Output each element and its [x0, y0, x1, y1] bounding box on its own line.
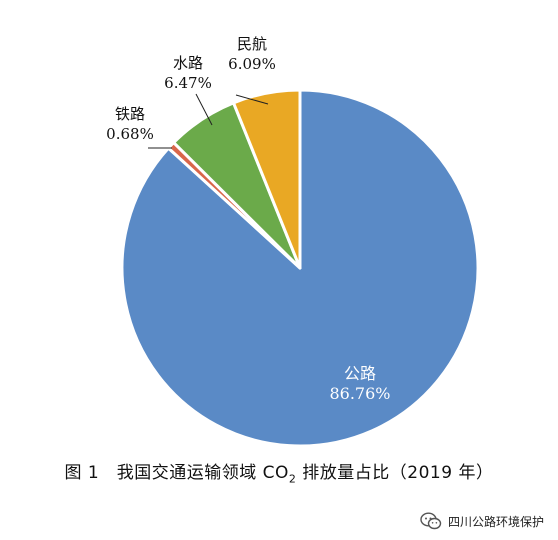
caption-suffix: 排放量占比（2019 年） [296, 463, 494, 483]
figure-caption: 图 1 我国交通运输领域 CO2 排放量占比（2019 年） [0, 458, 558, 485]
slice-label-value-4: 6.09% [228, 55, 276, 73]
pie-slices [120, 88, 480, 448]
caption-prefix: 图 1 我国交通运输领域 CO [64, 463, 289, 483]
slice-label-value-3: 6.47% [164, 74, 212, 92]
slice-label-name-1: 公路 [344, 364, 376, 383]
slice-label-name-3: 水路 [173, 54, 203, 72]
leader-lines [148, 93, 269, 149]
watermark-text: 四川公路环境保护 [447, 514, 544, 529]
caption-subscript: 2 [288, 472, 297, 486]
leader-line-3 [195, 93, 213, 126]
pie-slice-4 [232, 88, 302, 270]
leader-line-4 [235, 94, 269, 105]
watermark: 四川公路环境保护 [420, 512, 544, 530]
wechat-icon [420, 512, 442, 530]
slice-label-value-2: 0.68% [106, 125, 154, 143]
slice-label-name-2: 铁路 [115, 105, 145, 123]
slice-label-name-4: 民航 [237, 35, 267, 53]
slice-label-value-1: 86.76% [329, 384, 390, 403]
